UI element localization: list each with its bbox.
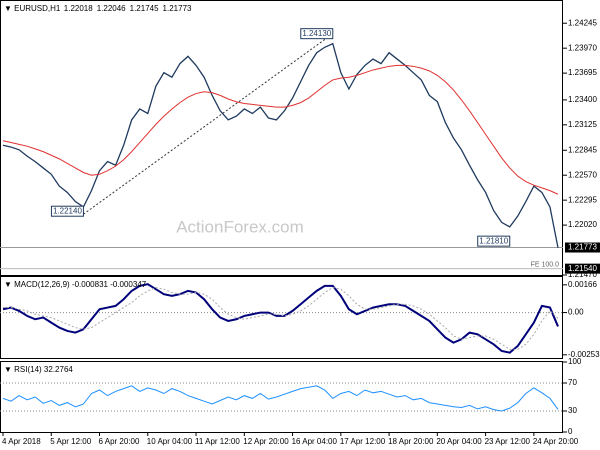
y-tick-label: 1.22570 <box>568 170 597 179</box>
y-tick-label: -0.00253 <box>568 350 600 359</box>
current-price-label: 1.21773 <box>568 243 597 252</box>
y-tick-label: 70 <box>568 378 577 387</box>
y-tick-label: 1.23400 <box>568 95 597 104</box>
y-tick-label: 0 <box>568 427 573 436</box>
x-tick-label: 4 Apr 2018 <box>2 437 41 446</box>
annotation-box <box>300 28 334 40</box>
annotation-box <box>50 205 84 217</box>
y-tick-label: 1.24245 <box>568 18 597 27</box>
ohlc-value: 1.21745 <box>130 4 159 13</box>
watermark: ActionForex.com <box>176 217 304 236</box>
title-marker: ▼ <box>4 365 14 374</box>
x-tick-label: 23 Apr 12:00 <box>485 437 531 446</box>
panel-frame <box>0 0 563 276</box>
fe-box <box>565 263 600 274</box>
panel-title: ▼ MACD(12,26,9) -0.000831 -0.000347 <box>4 280 147 289</box>
y-tick-label: 1.21470 <box>568 270 597 279</box>
annotation-label: 1.21810 <box>479 236 508 245</box>
title-text: RSI(14) 32.2764 <box>14 365 73 374</box>
y-tick-label: 1.22845 <box>568 145 597 154</box>
series-line <box>2 283 559 354</box>
x-tick-label: 10 Apr 04:00 <box>147 437 193 446</box>
y-tick-label: 100 <box>568 357 582 366</box>
series-line <box>2 42 559 248</box>
ohlc-value: 1.22018 <box>64 4 93 13</box>
x-tick-label: 17 Apr 12:00 <box>340 437 386 446</box>
y-tick-label: 0.00166 <box>568 280 597 289</box>
y-tick-label: 1.23695 <box>568 68 597 77</box>
y-tick-label: 0.00 <box>568 308 584 317</box>
series-line <box>2 64 559 195</box>
title-marker: ▼ <box>4 280 14 289</box>
annotation-box <box>477 235 511 247</box>
y-tick-label: 1.23125 <box>568 120 597 129</box>
y-tick-label: 1.22295 <box>568 195 597 204</box>
x-tick-label: 6 Apr 20:00 <box>99 437 140 446</box>
x-tick-label: 24 Apr 20:00 <box>533 437 579 446</box>
annotation-label: 1.24130 <box>302 29 331 38</box>
x-tick-label: 16 Apr 04:00 <box>292 437 338 446</box>
title-marker: ▼ <box>4 4 14 13</box>
x-tick-label: 12 Apr 20:00 <box>243 437 289 446</box>
panel-title: ▼ RSI(14) 32.2764 <box>4 365 73 374</box>
y-tick-label: 30 <box>568 406 577 415</box>
y-tick-label: 1.22020 <box>568 220 597 229</box>
y-tick-label: 1.23970 <box>568 43 597 52</box>
ohlc-value: 1.22046 <box>97 4 126 13</box>
current-price-box <box>565 242 600 253</box>
ohlc-value: 1.21773 <box>163 4 192 13</box>
panel-frame <box>0 276 563 359</box>
title-text: MACD(12,26,9) -0.000831 -0.000347 <box>14 280 147 289</box>
trend-dash <box>83 33 334 215</box>
panel-title: ▼ EURUSD,H1 1.22018 1.22046 1.21745 1.21773 <box>4 4 192 13</box>
x-tick-label: 11 Apr 12:00 <box>195 437 240 446</box>
series-line <box>3 286 559 350</box>
fe-text: FE 100.0 <box>531 261 560 268</box>
title-text: EURUSD,H1 <box>14 4 61 13</box>
x-tick-label: 5 Apr 12:00 <box>50 437 91 446</box>
series-line <box>2 385 559 412</box>
x-tick-label: 20 Apr 04:00 <box>436 437 482 446</box>
x-tick-label: 18 Apr 20:00 <box>388 437 434 446</box>
annotation-label: 1.22140 <box>53 206 82 215</box>
fe-label: 1.21540 <box>568 264 597 273</box>
panel-frame <box>0 361 563 433</box>
